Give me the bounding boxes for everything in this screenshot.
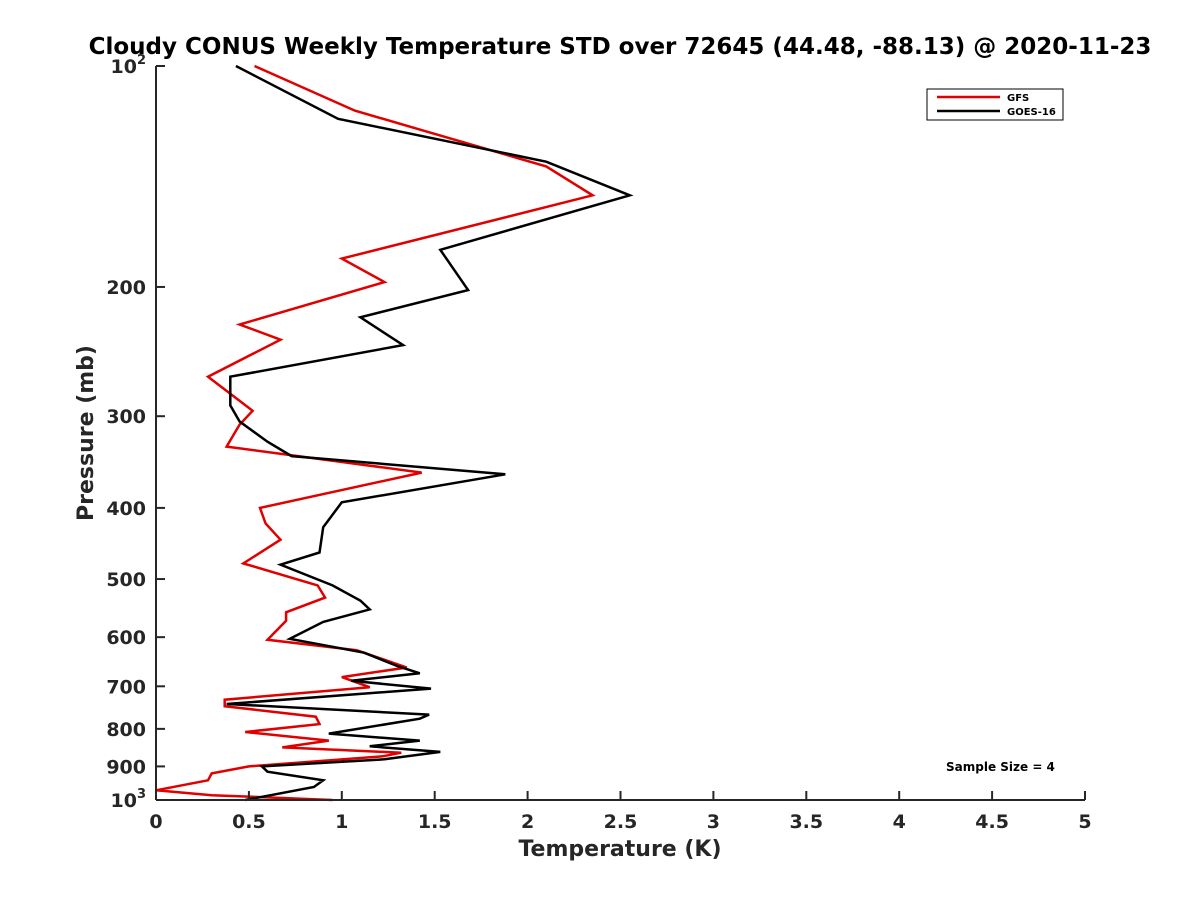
- x-tick-label: 1: [335, 811, 348, 833]
- x-tick-label: 5: [1078, 811, 1091, 833]
- y-tick-label: 900: [106, 756, 146, 778]
- y-tick-label: 103: [111, 787, 147, 812]
- series-layer: [155, 64, 634, 802]
- sample-size-annotation: Sample Size = 4: [946, 760, 1055, 774]
- x-tick-label: 4.5: [975, 811, 1009, 833]
- x-tick-label: 1.5: [418, 811, 452, 833]
- x-tick-label: 2.5: [604, 811, 638, 833]
- y-tick-label: 102: [111, 53, 147, 78]
- y-tick-label: 400: [106, 498, 146, 520]
- x-ticks: 0 0.5 1 1.5 2 2.5 3 3.5 4 4.5 5: [149, 791, 1092, 833]
- y-tick-label: 600: [106, 627, 146, 649]
- y-tick-label: 500: [106, 569, 146, 591]
- y-axis-label: Pressure (mb): [74, 345, 99, 521]
- series-line-gfs: [155, 64, 596, 802]
- y-tick-label: 700: [106, 676, 146, 698]
- x-tick-label: 0: [149, 811, 162, 833]
- legend: GFS GOES-16: [926, 88, 1064, 121]
- y-tick-label: 200: [106, 277, 146, 299]
- x-tick-label: 3: [707, 811, 720, 833]
- y-tick-label: 300: [106, 406, 146, 428]
- chart-title: Cloudy CONUS Weekly Temperature STD over…: [89, 34, 1152, 60]
- x-tick-label: 3.5: [789, 811, 823, 833]
- legend-label-goes16: GOES-16: [1007, 107, 1056, 118]
- y-ticks: 102 200 300 400 500 600 700 800 900 103: [106, 53, 165, 812]
- legend-box: [926, 88, 1064, 121]
- x-tick-label: 2: [521, 811, 534, 833]
- series-line-goes16: [226, 64, 634, 802]
- x-tick-label: 0.5: [232, 811, 266, 833]
- legend-label-gfs: GFS: [1007, 93, 1029, 104]
- x-tick-label: 4: [893, 811, 906, 833]
- x-axis-label: Temperature (K): [518, 837, 721, 862]
- y-tick-label: 800: [106, 719, 146, 741]
